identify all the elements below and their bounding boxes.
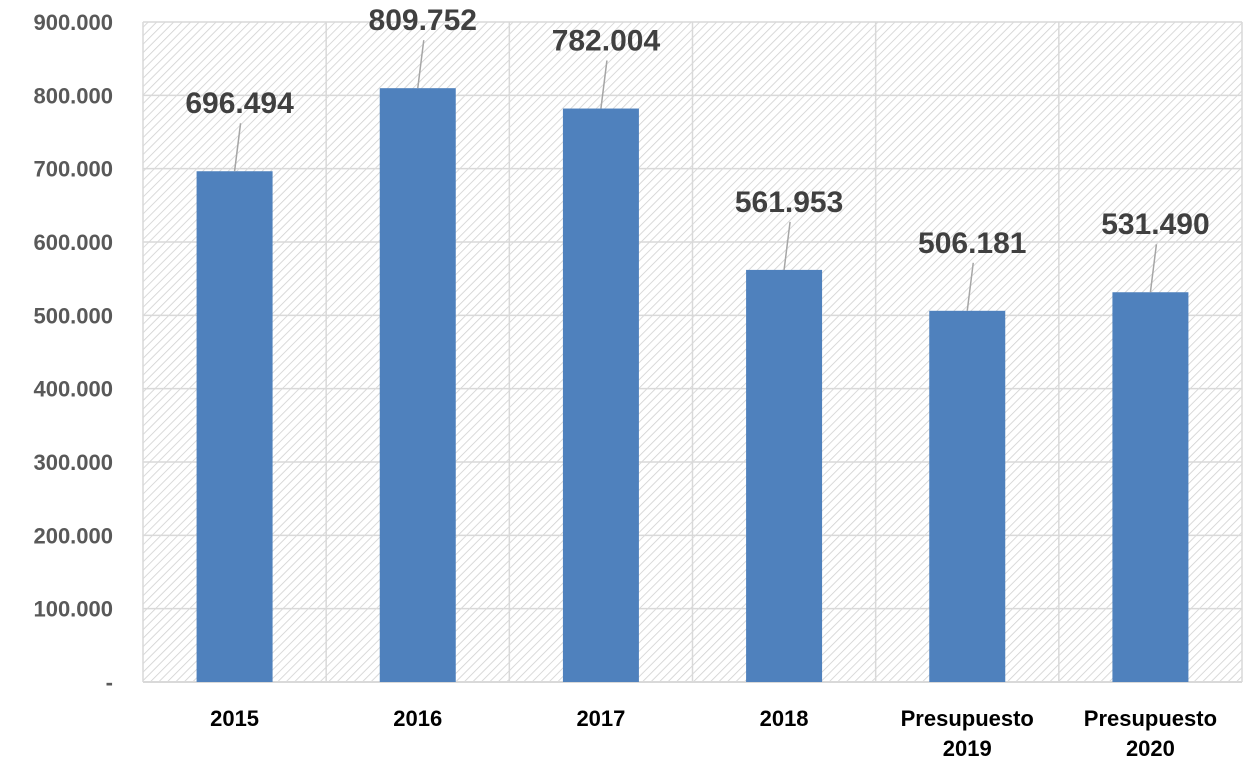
gridlines <box>142 21 1243 682</box>
y-tick-label: 600.000 <box>33 230 113 255</box>
data-label-leader <box>600 60 608 109</box>
data-label: 782.004 <box>552 25 661 58</box>
data-label: 809.752 <box>369 4 477 37</box>
data-label: 696.494 <box>185 87 294 120</box>
x-tick-label: Presupuesto 2020 <box>1084 706 1217 761</box>
bar <box>379 88 456 682</box>
data-labels: 696.494 809.752 782.004 561.953 506.181 531.4… <box>185 4 1210 311</box>
data-label-leader <box>233 123 242 172</box>
y-tick-label: 900.000 <box>33 10 113 35</box>
y-tick-label: 800.000 <box>33 83 113 108</box>
x-tick-label: 2017 <box>576 706 625 731</box>
x-tick-label: 2018 <box>760 706 809 731</box>
y-tick-label: 500.000 <box>33 303 113 328</box>
x-tick-label: 2015 <box>210 706 259 731</box>
x-tick-label: Presupuesto 2019 <box>901 706 1034 761</box>
y-tick-label: 400.000 <box>33 377 113 402</box>
y-tick-label: 100.000 <box>33 597 113 622</box>
data-label: 506.181 <box>918 227 1026 260</box>
y-tick-label: 700.000 <box>33 157 113 182</box>
axes: - 100.000 200.000 300.000 400.000 500.000 600.… <box>33 10 1242 761</box>
bar <box>196 171 273 682</box>
bar <box>746 269 823 682</box>
y-tick-label: - <box>106 670 113 695</box>
x-tick-label: 2016 <box>393 706 442 731</box>
data-label-leader <box>417 40 425 89</box>
bar <box>929 310 1006 682</box>
data-label: 561.953 <box>735 186 843 219</box>
bars <box>196 88 1189 683</box>
data-label-leader <box>1149 244 1158 293</box>
y-tick-label: 300.000 <box>33 450 113 475</box>
data-label-leader <box>966 262 974 311</box>
y-tick-label: 200.000 <box>33 523 113 548</box>
bar <box>1112 292 1189 682</box>
data-label-leader <box>783 221 791 270</box>
data-label: 531.490 <box>1101 208 1209 241</box>
bar <box>562 108 639 683</box>
